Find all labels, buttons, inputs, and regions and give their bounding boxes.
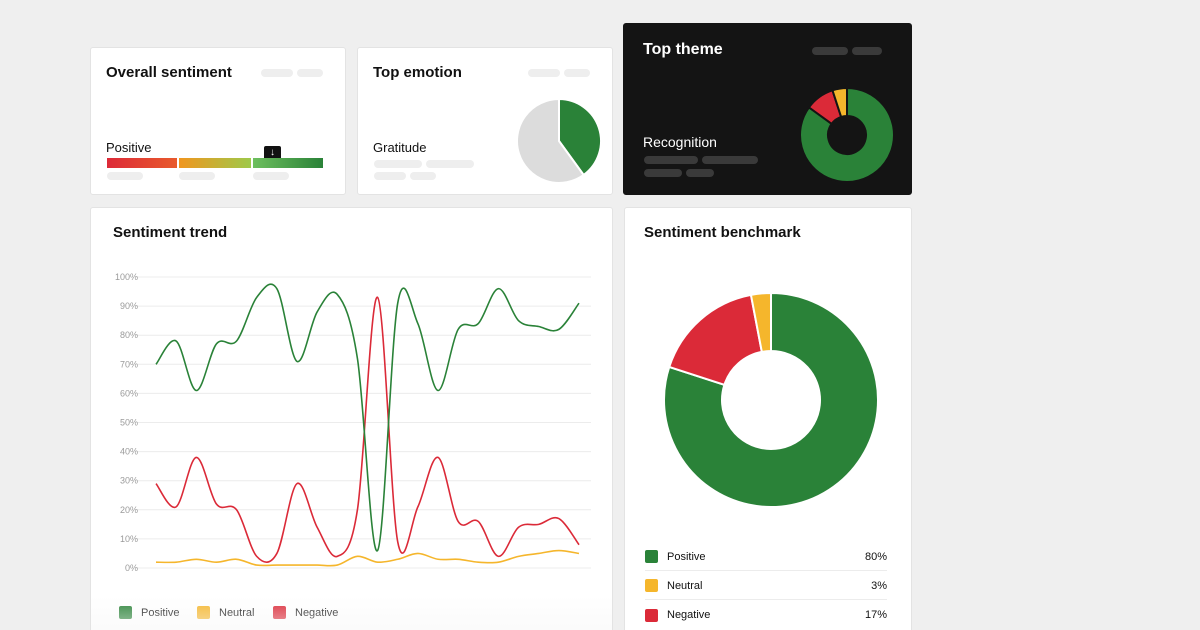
- benchmark-label: Positive: [667, 550, 706, 563]
- placeholder-bar: [528, 69, 560, 77]
- placeholder-bar: [852, 47, 882, 55]
- placeholder-bar: [179, 172, 215, 180]
- placeholder-bar: [261, 69, 293, 77]
- sentiment-trend-line-chart: 100% 90% 80% 70% 60% 50% 40% 30% 20% 10% 0%: [115, 272, 591, 573]
- overall-sentiment-title: Overall sentiment: [106, 64, 232, 81]
- top-emotion-pie-chart: [516, 98, 602, 184]
- placeholder-bar: [686, 169, 714, 177]
- legend-label: Neutral: [219, 606, 255, 619]
- benchmark-row-positive: Positive 80%: [645, 543, 887, 571]
- placeholder-bar: [644, 169, 682, 177]
- sentiment-benchmark-card[interactable]: Sentiment benchmark Positive 80% Neutral…: [624, 207, 912, 630]
- placeholder-bar: [374, 172, 406, 180]
- overall-sentiment-card[interactable]: Overall sentiment Positive ↓: [90, 47, 346, 195]
- donut-slice-positive: [663, 291, 879, 508]
- benchmark-swatch-positive: [645, 550, 658, 563]
- sentiment-benchmark-donut-chart: [663, 291, 879, 508]
- scale-segment-neutral: [179, 158, 251, 168]
- donut-slice-negative: [667, 293, 763, 387]
- series-line-neutral: [155, 549, 580, 567]
- top-theme-card[interactable]: Top theme Recognition: [623, 23, 912, 195]
- legend-swatch-neutral: [197, 606, 210, 619]
- legend-label: Positive: [141, 606, 180, 619]
- placeholder-bar: [297, 69, 323, 77]
- placeholder-bar: [702, 156, 758, 164]
- y-tick-label: 90%: [120, 301, 138, 311]
- placeholder-bar: [426, 160, 474, 168]
- benchmark-swatch-neutral: [645, 579, 658, 592]
- placeholder-bar: [107, 172, 143, 180]
- legend-swatch-positive: [119, 606, 132, 619]
- sentiment-scale-bar: [107, 158, 323, 168]
- sentiment-trend-card[interactable]: Sentiment trend 100% 90% 80% 70% 60% 50% 40% 30…: [90, 207, 613, 630]
- legend-item-negative: Negative: [273, 606, 338, 619]
- y-tick-label: 50%: [120, 418, 138, 428]
- top-emotion-card[interactable]: Top emotion Gratitude: [357, 47, 613, 195]
- legend-label: Negative: [295, 606, 339, 619]
- top-theme-title: Top theme: [643, 41, 723, 58]
- top-emotion-title: Top emotion: [373, 64, 462, 81]
- y-tick-label: 100%: [115, 272, 138, 282]
- placeholder-bar: [644, 156, 698, 164]
- donut-slice-neutral: [831, 86, 848, 119]
- series-line-positive: [155, 283, 580, 552]
- top-emotion-value: Gratitude: [373, 140, 427, 155]
- benchmark-value: 17%: [864, 609, 887, 621]
- placeholder-bar: [410, 172, 436, 180]
- y-tick-label: 0%: [125, 563, 138, 573]
- benchmark-label: Negative: [667, 609, 711, 621]
- donut-slice-positive: [799, 86, 895, 183]
- benchmark-value: 80%: [864, 550, 887, 563]
- placeholder-bar: [374, 160, 422, 168]
- benchmark-swatch-negative: [645, 608, 658, 622]
- legend-swatch-negative: [273, 606, 286, 619]
- y-tick-label: 60%: [120, 388, 138, 398]
- sentiment-benchmark-title: Sentiment benchmark: [644, 224, 801, 241]
- benchmark-row-negative: Negative 17%: [645, 601, 887, 629]
- legend-item-neutral: Neutral: [197, 606, 254, 619]
- y-tick-label: 80%: [120, 330, 138, 340]
- overall-sentiment-value: Positive: [106, 140, 152, 155]
- y-tick-label: 20%: [120, 505, 138, 515]
- placeholder-bar: [253, 172, 289, 180]
- sentiment-trend-title: Sentiment trend: [113, 224, 228, 241]
- scale-segment-negative: [107, 158, 177, 168]
- scale-segment-positive: [253, 158, 323, 168]
- top-theme-donut-chart: [799, 86, 895, 183]
- top-theme-value: Recognition: [643, 134, 717, 150]
- benchmark-value: 3%: [871, 579, 887, 592]
- donut-slice-neutral: [749, 291, 772, 354]
- benchmark-row-neutral: Neutral 3%: [645, 572, 887, 600]
- placeholder-bar: [564, 69, 590, 77]
- benchmark-label: Neutral: [667, 579, 703, 592]
- y-tick-label: 30%: [120, 476, 138, 486]
- placeholder-bar: [812, 47, 848, 55]
- pie-slice-gratitude: [558, 98, 602, 177]
- legend-item-positive: Positive: [119, 606, 180, 619]
- y-tick-label: 10%: [120, 534, 138, 544]
- y-tick-label: 40%: [120, 447, 138, 457]
- series-line-negative: [155, 296, 580, 563]
- y-tick-label: 70%: [120, 359, 138, 369]
- pie-slice-other: [516, 98, 586, 184]
